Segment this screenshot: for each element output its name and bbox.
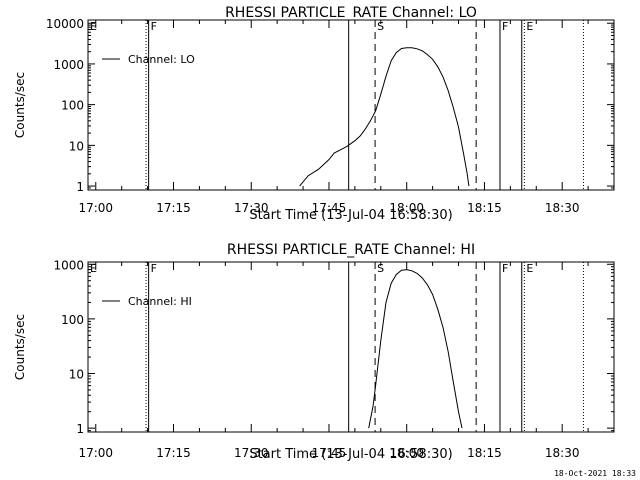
- event-marker-label: S: [377, 262, 384, 275]
- x-tick-label: 17:30: [234, 446, 269, 460]
- y-tick-label: 10000: [46, 17, 84, 31]
- x-axis-label: Start Time (13-Jul-04 16:58:30): [249, 208, 452, 223]
- plot-frame: [87, 261, 615, 433]
- series-line: [368, 269, 463, 429]
- y-axis-label: Counts/sec: [13, 72, 27, 138]
- x-tick-label: 17:00: [78, 446, 113, 460]
- y-tick-label: 1: [76, 180, 84, 194]
- x-tick-label: 17:45: [312, 446, 347, 460]
- x-tick-label: 17:15: [156, 446, 191, 460]
- event-marker-label: F: [151, 20, 157, 33]
- event-marker-label: E: [90, 262, 97, 275]
- y-tick-label: 1000: [53, 58, 84, 72]
- chart-title: RHESSI PARTICLE_RATE Channel: HI: [227, 242, 475, 258]
- x-tick-label: 18:15: [467, 201, 502, 215]
- y-tick-label: 1000: [53, 258, 84, 272]
- event-marker-label: F: [151, 262, 157, 275]
- x-tick-label: 18:30: [545, 446, 580, 460]
- event-marker-label: E: [90, 20, 97, 33]
- event-marker-label: F: [502, 262, 508, 275]
- x-tick-label: 17:00: [78, 201, 113, 215]
- x-axis-label: Start Time (13-Jul-04 16:58:30): [249, 447, 452, 462]
- x-tick-label: 17:30: [234, 201, 269, 215]
- event-marker-label: S: [377, 20, 384, 33]
- x-tick-label: 18:30: [545, 201, 580, 215]
- series-line: [299, 47, 470, 187]
- x-tick-label: 18:00: [389, 446, 424, 460]
- y-tick-label: 10: [69, 139, 84, 153]
- y-tick-label: 100: [61, 99, 84, 113]
- event-marker-label: E: [526, 20, 533, 33]
- event-marker-label: F: [502, 20, 508, 33]
- plot-frame: [87, 19, 615, 191]
- generation-timestamp: 18-Oct-2021 18:33: [554, 469, 636, 478]
- event-marker-label: E: [526, 262, 533, 275]
- x-tick-label: 18:00: [389, 201, 424, 215]
- y-axis-label: Counts/sec: [13, 314, 27, 380]
- x-tick-label: 17:45: [312, 201, 347, 215]
- legend-label: Channel: LO: [128, 53, 195, 66]
- x-tick-label: 17:15: [156, 201, 191, 215]
- y-tick-label: 1: [76, 422, 84, 436]
- x-tick-label: 18:15: [467, 446, 502, 460]
- y-tick-label: 10: [69, 368, 84, 382]
- legend-label: Channel: HI: [128, 295, 192, 308]
- chart-title: RHESSI PARTICLE_RATE Channel: LO: [225, 5, 477, 21]
- y-tick-label: 100: [61, 313, 84, 327]
